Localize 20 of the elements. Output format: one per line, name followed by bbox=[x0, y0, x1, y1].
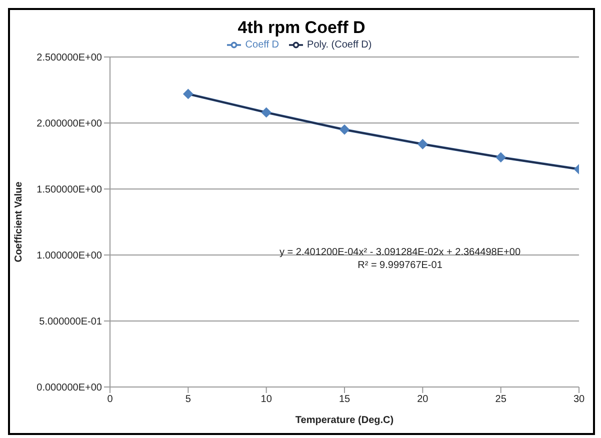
x-tick-label: 20 bbox=[417, 394, 429, 406]
x-tick-label: 25 bbox=[495, 394, 507, 406]
y-tick-label: 5.000000E-01 bbox=[39, 316, 102, 328]
x-tick-label: 5 bbox=[185, 394, 192, 406]
x-axis-title: Temperature (Deg.C) bbox=[295, 415, 394, 426]
y-tick-label: 0.000000E+00 bbox=[36, 382, 102, 394]
x-tick-label: 15 bbox=[338, 394, 350, 406]
y-tick-label: 1.000000E+00 bbox=[36, 250, 102, 262]
x-tick-label: 0 bbox=[107, 394, 114, 406]
legend-label: Poly. (Coeff D) bbox=[307, 40, 372, 51]
annotation: y = 2.401200E-04x² - 3.091284E-02x + 2.364498E+00 bbox=[278, 246, 522, 259]
x-tick-label: 30 bbox=[573, 394, 585, 406]
y-tick-label: 2.500000E+00 bbox=[36, 52, 102, 64]
y-tick-label: 1.500000E+00 bbox=[36, 184, 102, 196]
y-axis-title: Coefficient Value bbox=[14, 181, 25, 262]
x-tick-label: 10 bbox=[260, 394, 272, 406]
legend-label: Coeff D bbox=[245, 40, 280, 51]
y-tick-label: 2.000000E+00 bbox=[36, 118, 102, 130]
chart-title: 4th rpm Coeff D bbox=[236, 17, 366, 38]
annotation: R² = 9.999767E-01 bbox=[356, 259, 444, 272]
